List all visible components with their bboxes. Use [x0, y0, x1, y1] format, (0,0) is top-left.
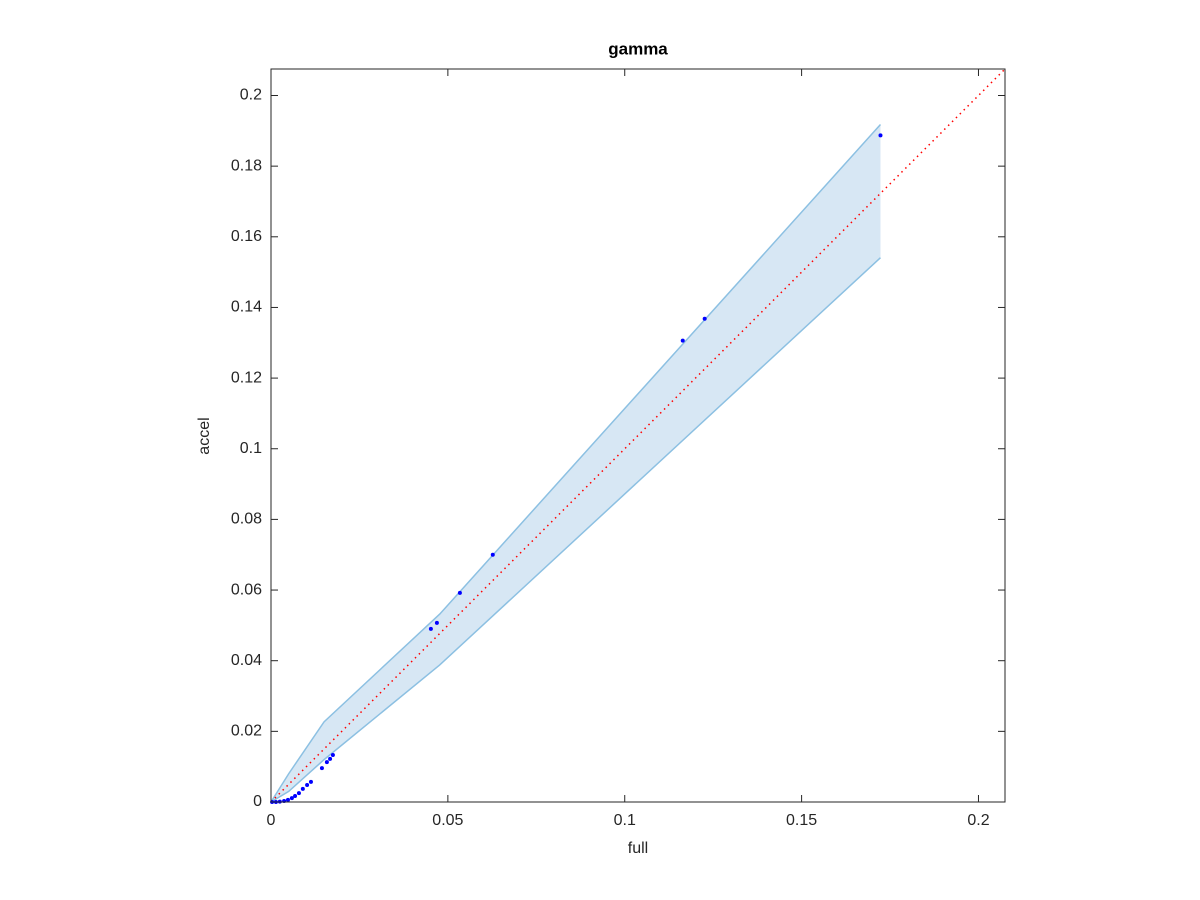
y-tick-label: 0.16	[231, 228, 262, 245]
y-axis-label: accel	[196, 417, 213, 454]
x-tick-label: 0.1	[614, 812, 636, 829]
x-axis-label: full	[628, 840, 648, 857]
data-point	[308, 779, 313, 784]
chart-title: gamma	[608, 39, 668, 58]
reference-line	[270, 68, 1006, 803]
y-tick-label: 0.06	[231, 581, 262, 598]
data-point	[300, 786, 305, 791]
y-tick-label: 0.2	[240, 87, 262, 104]
data-point	[428, 626, 433, 631]
data-point	[289, 796, 294, 801]
data-point	[305, 783, 310, 788]
data-point	[328, 756, 333, 761]
data-point	[490, 552, 495, 557]
data-point	[293, 793, 298, 798]
y-tick-label: 0.04	[231, 652, 262, 669]
x-tick-label: 0	[267, 812, 276, 829]
data-point	[434, 620, 439, 625]
axes-box	[270, 68, 1006, 803]
data-point	[702, 316, 707, 321]
band-upper-edge	[270, 123, 882, 803]
data-point	[296, 791, 301, 796]
y-tick-label: 0.1	[240, 440, 262, 457]
data-point	[457, 590, 462, 595]
data-point	[285, 797, 290, 802]
y-tick-label: 0.14	[231, 299, 262, 316]
x-tick-label: 0.2	[967, 812, 989, 829]
x-tick-label: 0.05	[432, 812, 463, 829]
band-lower-edge	[270, 257, 881, 803]
data-point	[680, 338, 685, 343]
y-tick-label: 0	[253, 793, 262, 810]
data-point	[330, 753, 335, 758]
y-tick-label: 0.02	[231, 723, 262, 740]
data-point	[324, 760, 329, 765]
x-tick-label: 0.15	[786, 812, 817, 829]
y-tick-label: 0.12	[231, 369, 262, 386]
data-point	[319, 766, 324, 771]
data-point	[878, 133, 883, 138]
y-tick-label: 0.18	[231, 157, 262, 174]
y-tick-label: 0.08	[231, 511, 262, 528]
